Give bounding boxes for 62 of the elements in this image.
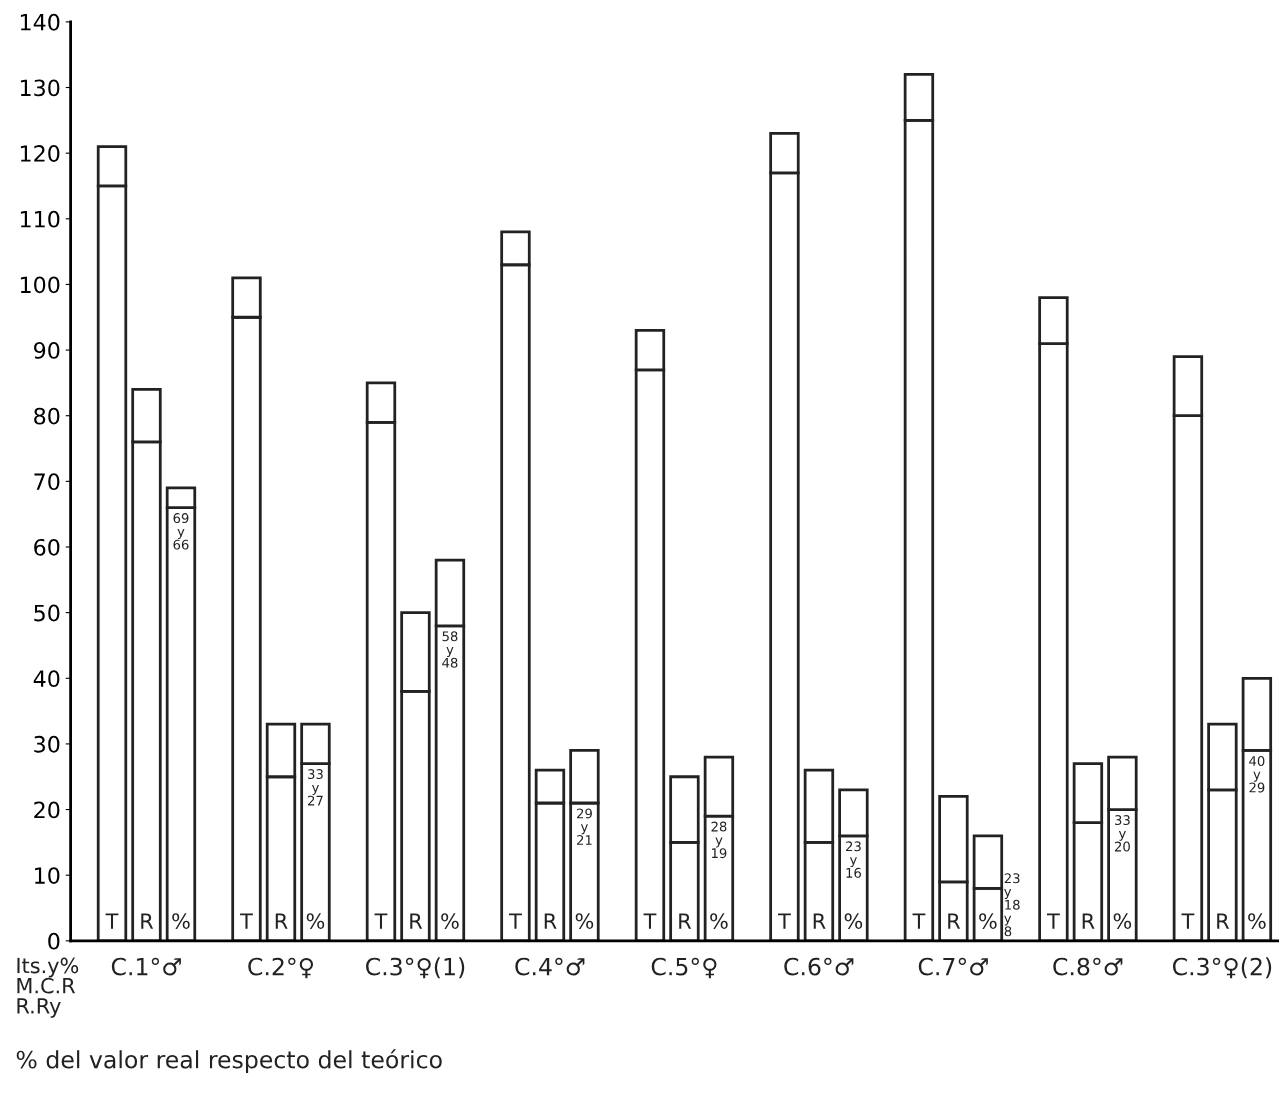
x-tick-label: % [1248, 913, 1266, 929]
x-tick-label: T [374, 913, 388, 929]
x-tick-label: R [141, 913, 154, 929]
text: Its.y% M.C.R R.Ry [17, 957, 79, 1018]
x-tick-label: T [912, 913, 926, 929]
data-label: 40 y 29 [1249, 755, 1265, 793]
x-tick-label: % [575, 913, 594, 929]
x-tick-label: % [441, 913, 459, 929]
x-tick-label: R [275, 913, 288, 929]
x-tick-label: T [778, 913, 791, 929]
x-tick-label: T [240, 913, 253, 929]
y-tick-label: 20 [34, 801, 60, 819]
x-tick-label: T [509, 913, 522, 929]
text: C.8°♂ [1053, 957, 1123, 976]
data-label: 69 y 66 [173, 513, 189, 550]
x-tick-label: % [172, 913, 190, 929]
x-tick-label: T [643, 913, 657, 929]
x-tick-label: R [948, 913, 961, 929]
text: C.3°♀(1) [366, 957, 465, 979]
y-tick-label: 40 [33, 670, 60, 688]
y-tick-label: 60 [34, 538, 60, 556]
text: C.3°♀(2) [1172, 957, 1272, 979]
y-tick-label: 140 [20, 13, 60, 31]
x-tick-label: R [544, 913, 557, 929]
y-tick-label: 100 [20, 276, 60, 294]
x-tick-label: % [710, 913, 728, 929]
x-tick-label: % [979, 913, 997, 929]
x-tick-label: R [410, 913, 423, 929]
text: C.7°♂ [918, 957, 988, 976]
x-tick-label: R [1217, 913, 1230, 929]
x-tick-label: R [1082, 913, 1095, 929]
data-label: 23 y 16 [845, 841, 861, 878]
y-tick-label: 50 [34, 604, 60, 622]
y-tick-label: 10 [35, 867, 60, 884]
data-label: 29 y 21 [577, 808, 592, 845]
x-tick-label: T [105, 913, 119, 929]
data-label: 58 y 48 [442, 631, 458, 668]
text: % del valor real respecto del teórico [16, 1049, 442, 1074]
text: C.4°♂ [515, 957, 585, 976]
text: C.1°♂ [111, 957, 181, 976]
y-tick-label: 90 [34, 342, 60, 359]
data-label: 23 y 18 y 8 [1004, 873, 1020, 937]
y-tick-label: 30 [34, 735, 60, 753]
x-tick-label: R [679, 913, 692, 929]
x-tick-label: % [306, 913, 325, 929]
y-tick-label: 80 [34, 407, 60, 425]
x-tick-label: T [1181, 913, 1195, 929]
x-tick-label: R [813, 913, 826, 929]
data-label: 28 y 19 [711, 821, 727, 859]
text: C.6°♂ [784, 957, 854, 976]
x-tick-label: % [1113, 913, 1132, 929]
y-tick-label: 130 [20, 79, 60, 97]
y-tick-label: 70 [34, 473, 60, 491]
y-tick-label: 110 [20, 210, 60, 228]
text: C.5°♀ [651, 957, 717, 979]
y-tick-label: 0 [48, 932, 60, 950]
x-tick-label: % [844, 913, 863, 929]
x-tick-label: T [1047, 913, 1060, 929]
text: C.2°♀ [248, 957, 314, 979]
y-tick-label: 120 [20, 145, 60, 162]
data-label: 33 y 20 [1114, 815, 1130, 852]
data-label: 33 y 27 [308, 769, 323, 806]
